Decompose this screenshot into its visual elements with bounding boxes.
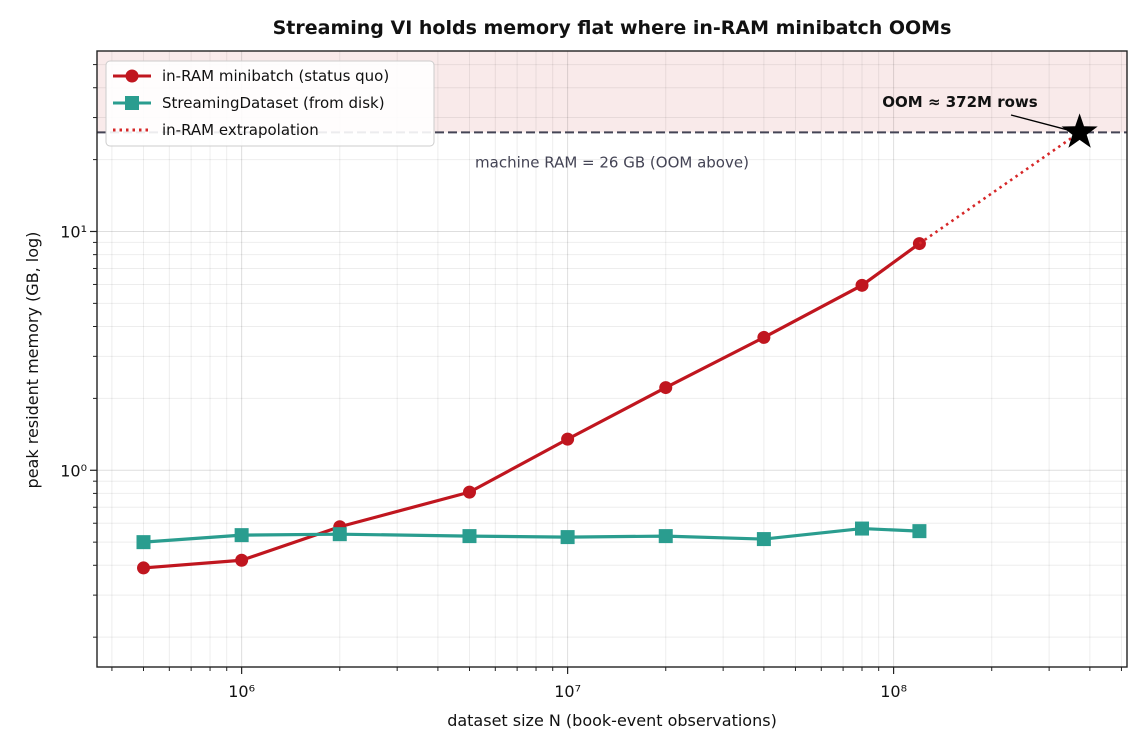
y-tick-label: 10¹ [60,222,87,241]
data-point [659,381,673,395]
chart-title: Streaming VI holds memory flat where in-… [273,17,952,39]
data-point [561,432,575,446]
data-point [332,527,347,542]
y-axis-label: peak resident memory (GB, log) [23,232,42,489]
data-point [912,524,927,539]
data-point [234,528,249,543]
data-point [658,529,673,544]
data-point [756,532,771,547]
data-point [137,561,151,575]
series-line [143,526,920,544]
oom-star [1061,113,1098,148]
x-tick-label: 10⁷ [554,682,581,701]
legend-marker [125,96,139,110]
plot-frame [96,50,1128,668]
annotation-text: OOM ≈ 372M rows [882,93,1037,111]
legend: in-RAM minibatch (status quo) StreamingDa… [105,60,435,147]
legend-label: in-RAM minibatch (status quo) [162,67,389,85]
series-line [918,131,1081,245]
y-tick-label: 10⁰ [60,461,87,480]
threshold-label: machine RAM = 26 GB (OOM above) [475,153,749,171]
data-point [462,529,477,544]
data-point [855,521,870,536]
x-tick-label: 10⁶ [228,682,255,701]
x-tick-label: 10⁸ [880,682,907,701]
legend-marker [125,69,139,83]
series-line [143,242,921,570]
legend-label: in-RAM extrapolation [162,121,319,139]
data-point [560,530,575,545]
x-axis-label: dataset size N (book-event observations) [447,711,777,730]
data-point [136,535,151,550]
data-point [855,278,869,292]
annotation-arrow [1010,114,1070,132]
data-point [235,553,249,567]
legend-label: StreamingDataset (from disk) [162,94,385,112]
data-point [757,330,771,344]
data-point [462,485,476,499]
legend-box [105,60,435,147]
